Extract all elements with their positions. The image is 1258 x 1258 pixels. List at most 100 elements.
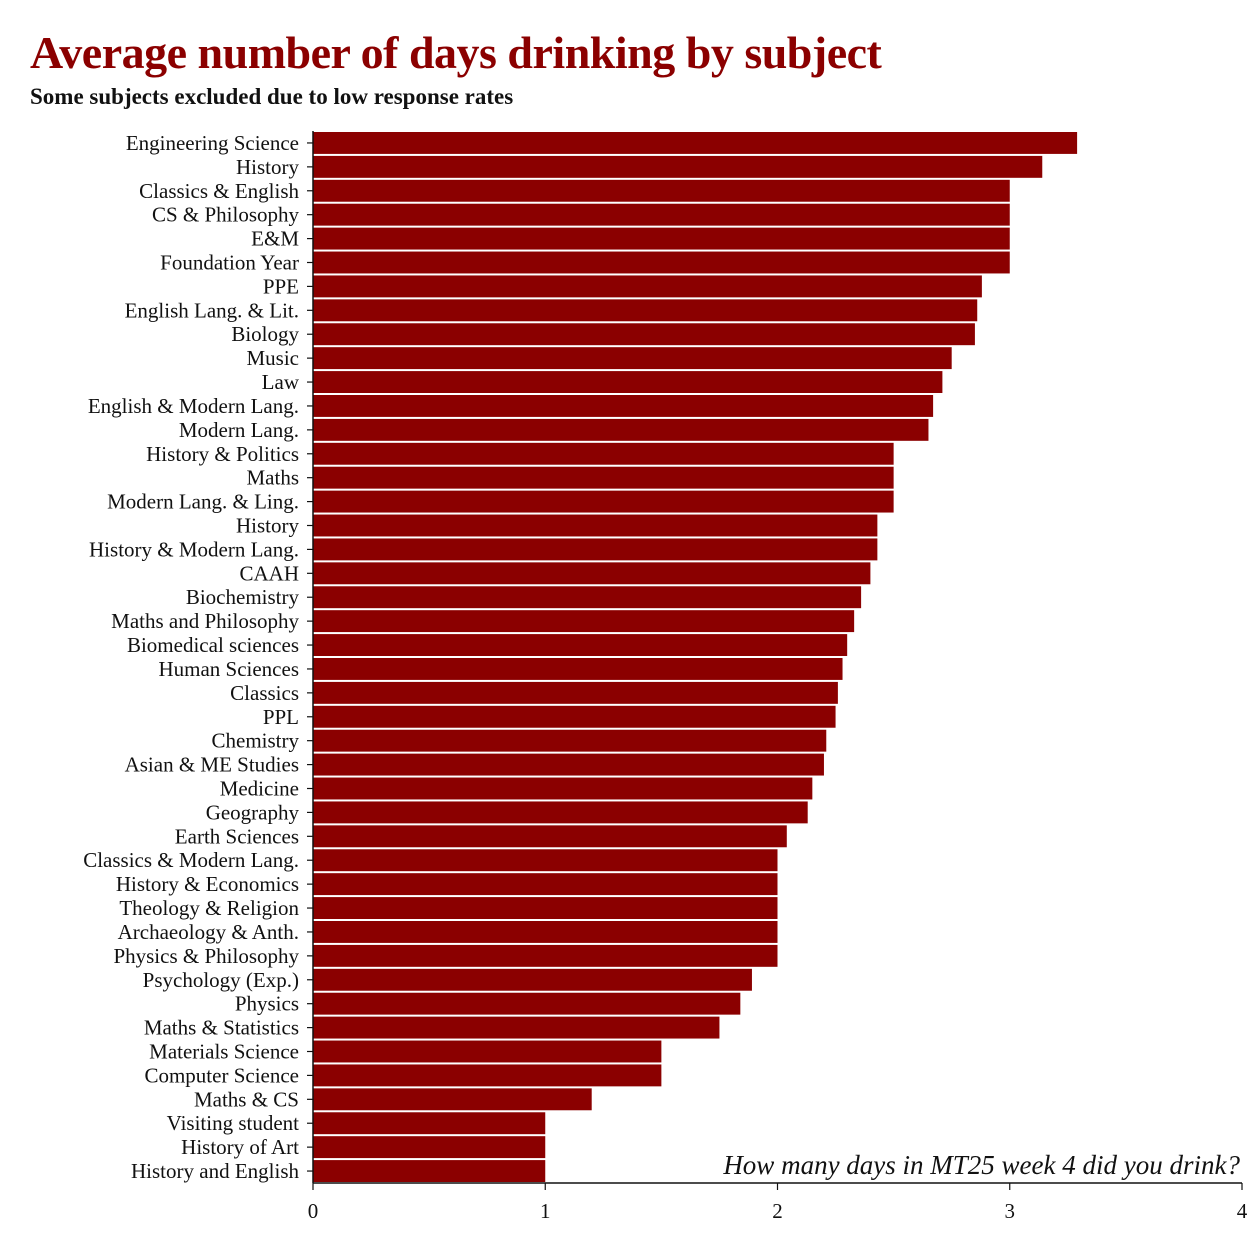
- bar: [313, 849, 778, 872]
- y-tick-label: Maths & CS: [194, 1087, 299, 1111]
- y-tick-label: PPL: [263, 705, 299, 729]
- y-tick-label: Music: [247, 346, 300, 370]
- y-tick-label: Modern Lang.: [179, 418, 299, 442]
- y-tick-label: Theology & Religion: [119, 896, 299, 920]
- x-tick-label: 4: [1237, 1199, 1248, 1223]
- y-tick-label: Law: [262, 370, 300, 394]
- bar: [313, 132, 1078, 154]
- x-tick-label: 1: [540, 1199, 551, 1223]
- y-tick-label: Archaeology & Anth.: [118, 920, 299, 944]
- y-tick-label: Biochemistry: [186, 585, 300, 609]
- y-tick-label: Modern Lang. & Ling.: [107, 490, 299, 514]
- bar: [313, 299, 978, 322]
- y-tick-label: Engineering Science: [126, 131, 299, 155]
- bar: [313, 442, 894, 465]
- bar: [313, 179, 1010, 202]
- bar: [313, 275, 982, 298]
- bar: [313, 203, 1010, 226]
- y-tick-label: Geography: [206, 800, 300, 824]
- y-tick-label: History & Politics: [146, 442, 299, 466]
- bar: [313, 729, 827, 752]
- bar: [313, 753, 824, 776]
- bar: [313, 1016, 720, 1039]
- bar: [313, 227, 1010, 250]
- bar: [313, 323, 975, 346]
- bar: [313, 155, 1043, 178]
- y-tick-label: Earth Sciences: [175, 824, 299, 848]
- bar: [313, 1112, 546, 1135]
- y-tick-label: Maths & Statistics: [144, 1016, 299, 1040]
- y-tick-label: English Lang. & Lit.: [125, 298, 299, 322]
- bar: [313, 586, 862, 609]
- bar: [313, 873, 778, 896]
- y-tick-label: Foundation Year: [160, 251, 299, 275]
- bar: [313, 658, 843, 680]
- bars-group: [313, 132, 1078, 1182]
- bar: [313, 490, 894, 513]
- y-tick-label: Computer Science: [144, 1063, 299, 1087]
- y-tick-label: CS & Philosophy: [152, 203, 300, 227]
- y-tick-label: Chemistry: [212, 729, 300, 753]
- y-tick-label: Biology: [231, 322, 299, 346]
- y-tick-label: History and English: [131, 1159, 299, 1183]
- y-tick-label: History & Modern Lang.: [89, 537, 299, 561]
- bar: [313, 968, 752, 991]
- y-tick-label: CAAH: [239, 561, 299, 585]
- y-tick-label: Human Sciences: [158, 657, 299, 681]
- chart-title: Average number of days drinking by subje…: [30, 27, 882, 78]
- bar: [313, 347, 952, 370]
- y-tick-label: Classics: [230, 681, 299, 705]
- y-tick-label: Biomedical sciences: [127, 633, 299, 657]
- bar: [313, 1064, 662, 1087]
- bar: [313, 801, 808, 824]
- y-tick-label: History: [236, 155, 300, 179]
- bar: [313, 514, 878, 537]
- y-tick-label: English & Modern Lang.: [88, 394, 299, 418]
- chart-annotation: How many days in MT25 week 4 did you dri…: [722, 1150, 1240, 1180]
- bar: [313, 610, 855, 633]
- bar: [313, 944, 778, 967]
- bar: [313, 681, 838, 704]
- bar: [313, 897, 778, 919]
- y-tick-label: Asian & ME Studies: [125, 753, 299, 777]
- y-tick-label: PPE: [263, 274, 299, 298]
- bar: [313, 777, 813, 800]
- bar: [313, 1088, 592, 1111]
- y-tick-label: Visiting student: [167, 1111, 299, 1135]
- y-tick-label: History: [236, 514, 300, 538]
- y-tick-label: Physics: [235, 992, 299, 1016]
- bar: [313, 562, 871, 585]
- x-tick-label: 0: [308, 1199, 319, 1223]
- bar: [313, 921, 778, 943]
- bar: [313, 825, 787, 848]
- bar: [313, 992, 741, 1015]
- y-tick-label: Materials Science: [149, 1040, 299, 1064]
- bar: [313, 538, 878, 561]
- bar: [313, 395, 934, 417]
- bar: [313, 251, 1010, 274]
- y-axis-ticks: [307, 142, 313, 1172]
- x-tick-label: 3: [1005, 1199, 1016, 1223]
- y-tick-label: Classics & English: [139, 179, 299, 203]
- y-tick-label: E&M: [251, 227, 299, 251]
- bar: [313, 634, 848, 656]
- y-tick-label: Medicine: [220, 777, 299, 801]
- y-tick-label: Psychology (Exp.): [143, 968, 299, 992]
- y-tick-label: History & Economics: [116, 872, 299, 896]
- x-tick-label: 2: [772, 1199, 783, 1223]
- y-tick-label: Maths and Philosophy: [111, 609, 299, 633]
- x-axis: 0 1 2 3 4: [308, 131, 1248, 1223]
- bar: [313, 1136, 546, 1159]
- bar: [313, 466, 894, 489]
- bar: [313, 1160, 546, 1182]
- bar: [313, 1040, 662, 1063]
- bar: [313, 371, 943, 393]
- y-tick-label: Physics & Philosophy: [113, 944, 299, 968]
- y-tick-label: History of Art: [181, 1135, 299, 1159]
- bar: [313, 418, 929, 441]
- y-tick-label: Maths: [247, 466, 300, 490]
- chart-subtitle: Some subjects excluded due to low respon…: [30, 84, 514, 109]
- bar: [313, 705, 836, 728]
